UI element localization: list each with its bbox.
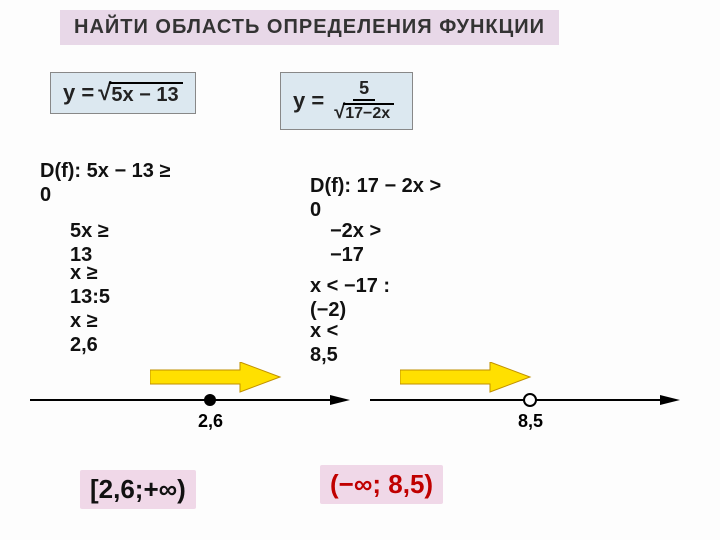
fraction: 5 √ 17−2x [328, 79, 400, 123]
sqrt-icon: √ 17−2x [334, 101, 394, 123]
left-number-line [30, 390, 350, 420]
right-step1b: 0 [310, 199, 321, 222]
left-step2a: 5x ≥ [70, 220, 109, 243]
right-step3a: x < −17 : [310, 275, 390, 298]
page-title: НАЙТИ ОБЛАСТЬ ОПРЕДЕЛЕНИЯ ФУНКЦИИ [60, 10, 559, 45]
formula-right: y = 5 √ 17−2x [280, 72, 413, 130]
right-interval: (−∞; 8,5) [320, 465, 443, 504]
right-step4a: x < [310, 320, 338, 343]
right-step2b: −17 [330, 244, 364, 267]
formula-right-prefix: y = [293, 88, 324, 114]
left-step3b: 13:5 [70, 286, 110, 309]
right-point-label: 8,5 [518, 412, 543, 430]
formula-right-numerator: 5 [353, 79, 375, 101]
formula-left-radicand: 5x − 13 [109, 82, 182, 107]
left-step4b: 2,6 [70, 334, 98, 357]
left-point-label: 2,6 [198, 412, 223, 430]
right-step2a: −2x > [330, 220, 381, 243]
right-step4b: 8,5 [310, 344, 338, 367]
left-step1b: 0 [40, 184, 51, 207]
formula-left: y = √ 5x − 13 [50, 72, 196, 114]
left-step4a: x ≥ [70, 310, 98, 333]
right-step1a: D(f): 17 − 2x > [310, 175, 441, 198]
right-step3b: (−2) [310, 299, 346, 322]
formula-left-prefix: y = [63, 80, 94, 106]
left-interval: [2,6;+∞) [80, 470, 196, 509]
sqrt-icon: √ 5x − 13 [98, 79, 182, 107]
left-step3a: x ≥ [70, 262, 98, 285]
left-step1a: D(f): 5x − 13 ≥ [40, 160, 170, 183]
formula-right-radicand: 17−2x [343, 103, 394, 123]
